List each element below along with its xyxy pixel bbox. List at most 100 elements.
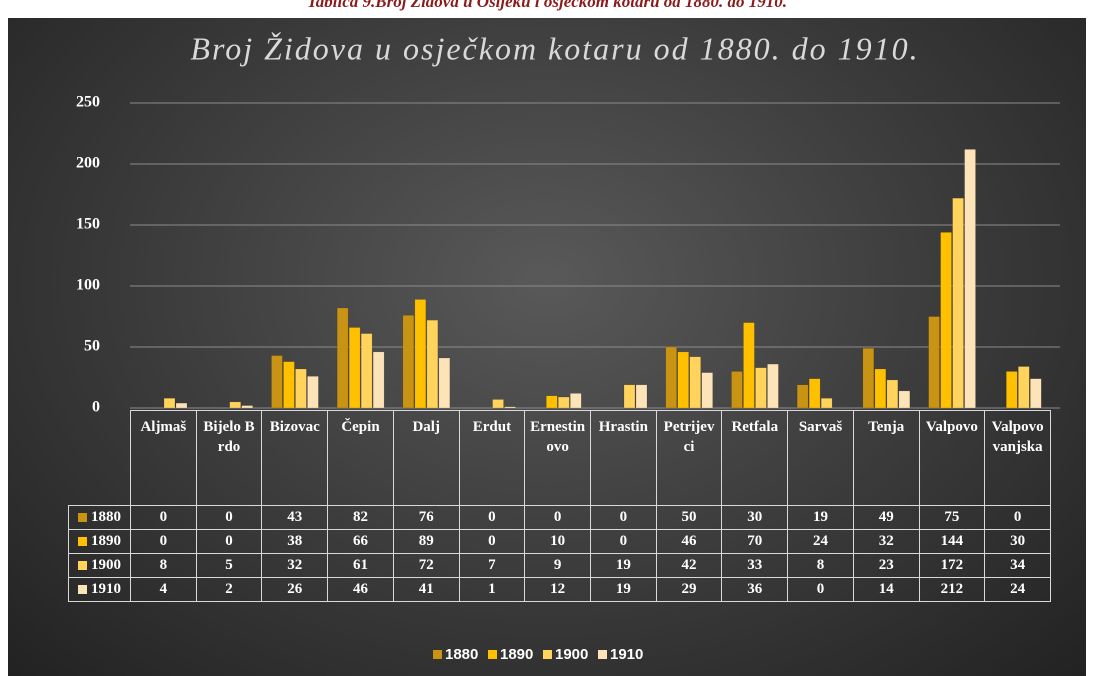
table-value: 0 bbox=[458, 505, 526, 530]
bar bbox=[755, 367, 767, 409]
table-value: 46 bbox=[655, 529, 723, 554]
y-tick-label: 200 bbox=[76, 155, 100, 172]
series-name: 1900 bbox=[91, 557, 121, 573]
bar bbox=[348, 327, 361, 409]
table-value: 14 bbox=[852, 577, 920, 602]
table-value: 32 bbox=[852, 529, 920, 554]
table-value: 61 bbox=[327, 553, 394, 578]
category-label: Retfala bbox=[721, 410, 789, 506]
table-value: 66 bbox=[327, 529, 394, 554]
bar bbox=[952, 197, 964, 409]
table-value: 0 bbox=[787, 577, 854, 602]
bar bbox=[1030, 378, 1042, 409]
bar bbox=[940, 232, 952, 409]
category-label: Aljmaš bbox=[130, 410, 197, 506]
table-value: 19 bbox=[590, 577, 657, 602]
bar bbox=[283, 361, 295, 409]
bar bbox=[701, 372, 713, 409]
bar bbox=[336, 307, 349, 409]
bar bbox=[808, 378, 821, 409]
bar bbox=[820, 397, 833, 409]
table-value: 75 bbox=[918, 505, 986, 530]
bar bbox=[731, 371, 743, 409]
bar bbox=[898, 390, 911, 409]
table-value: 0 bbox=[458, 529, 526, 554]
table-value: 0 bbox=[130, 505, 197, 530]
table-value: 5 bbox=[195, 553, 263, 578]
table-value: 70 bbox=[721, 529, 789, 554]
bar bbox=[295, 368, 307, 409]
table-value: 24 bbox=[787, 529, 854, 554]
legend-label: 1890 bbox=[500, 646, 533, 663]
table-value: 49 bbox=[852, 505, 920, 530]
table-value: 33 bbox=[721, 553, 789, 578]
bar bbox=[271, 355, 283, 409]
table-value: 89 bbox=[392, 529, 460, 554]
table-value: 42 bbox=[655, 553, 723, 578]
table-value: 36 bbox=[721, 577, 789, 602]
bar bbox=[886, 379, 899, 409]
table-value: 0 bbox=[590, 505, 657, 530]
table-value: 0 bbox=[195, 505, 263, 530]
table-value: 0 bbox=[984, 505, 1051, 530]
bar bbox=[665, 346, 677, 409]
table-value: 144 bbox=[918, 529, 986, 554]
table-value: 30 bbox=[721, 505, 789, 530]
table-value: 23 bbox=[852, 553, 920, 578]
category-label: Bizovac bbox=[261, 410, 329, 506]
table-value: 72 bbox=[392, 553, 460, 578]
bar bbox=[623, 384, 636, 409]
category-label: Bijelo Brdo bbox=[195, 410, 263, 506]
table-value: 0 bbox=[524, 505, 591, 530]
series-name: 1910 bbox=[91, 581, 121, 597]
table-value: 8 bbox=[787, 553, 854, 578]
bar bbox=[874, 368, 887, 409]
legend-label: 1880 bbox=[445, 646, 478, 663]
caption: Tablica 9.Broj Židova u Osijeku i osječk… bbox=[306, 0, 788, 11]
legend-label: 1910 bbox=[610, 646, 643, 663]
category-label: Petrijevci bbox=[655, 410, 723, 506]
category-label: Ernestinovo bbox=[524, 410, 591, 506]
table-value: 19 bbox=[787, 505, 854, 530]
legend-row-label: 1890 bbox=[68, 529, 131, 554]
category-label: Erdut bbox=[458, 410, 526, 506]
legend-swatch bbox=[78, 561, 87, 570]
bar bbox=[743, 322, 755, 409]
table-value: 29 bbox=[655, 577, 723, 602]
table-value: 1 bbox=[458, 577, 526, 602]
table-value: 0 bbox=[130, 529, 197, 554]
bar bbox=[689, 356, 701, 409]
legend-swatch bbox=[488, 650, 497, 659]
table-value: 30 bbox=[984, 529, 1051, 554]
category-label: Valpovo vanjska bbox=[984, 410, 1051, 506]
bar bbox=[229, 401, 241, 409]
legend-row-label: 1900 bbox=[68, 553, 131, 578]
category-label: Hrastin bbox=[590, 410, 657, 506]
bar bbox=[558, 396, 570, 409]
legend-row-label: 1880 bbox=[68, 505, 131, 530]
bar bbox=[504, 406, 516, 409]
bar bbox=[492, 399, 504, 409]
y-tick-label: 150 bbox=[76, 216, 100, 233]
bar bbox=[163, 397, 176, 409]
bar bbox=[414, 299, 427, 409]
category-label: Dalj bbox=[392, 410, 460, 506]
bar bbox=[635, 384, 648, 409]
table-value: 38 bbox=[261, 529, 329, 554]
table-value: 172 bbox=[918, 553, 986, 578]
bar bbox=[438, 357, 451, 409]
series-name: 1880 bbox=[91, 509, 121, 525]
chart-title: Broj Židova u osječkom kotaru od 1880. d… bbox=[190, 30, 919, 66]
legend-swatch bbox=[78, 585, 87, 594]
bar bbox=[426, 319, 439, 409]
legend-swatch bbox=[598, 650, 607, 659]
table-value: 26 bbox=[261, 577, 329, 602]
table-value: 9 bbox=[524, 553, 591, 578]
table-value: 0 bbox=[195, 529, 263, 554]
bar bbox=[175, 402, 188, 409]
bar bbox=[796, 384, 809, 409]
table-value: 41 bbox=[392, 577, 460, 602]
legend-swatch bbox=[78, 537, 87, 546]
